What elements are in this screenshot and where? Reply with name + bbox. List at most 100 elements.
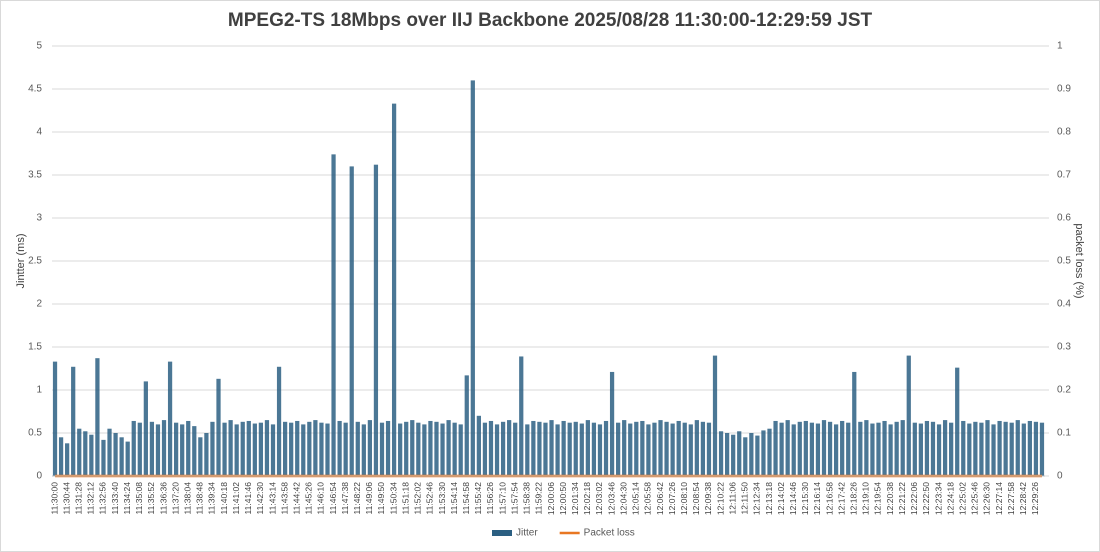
x-tick-label: 12:19:54: [873, 482, 883, 515]
jitter-bar: [1039, 422, 1045, 476]
jitter-bar: [761, 430, 766, 476]
x-tick-label: 11:54:14: [449, 482, 459, 515]
jitter-bar: [833, 424, 839, 476]
jitter-bar: [634, 421, 639, 476]
jitter-bar: [664, 421, 669, 476]
jitter-bar: [870, 423, 875, 476]
jitter-bar: [755, 435, 760, 476]
x-tick-label: 11:51:18: [400, 482, 410, 515]
y2-tick-label: 0.5: [1057, 256, 1071, 267]
jitter-bar: [240, 421, 245, 476]
jitter-bar: [658, 420, 663, 476]
jitter-bar: [373, 164, 379, 476]
jitter-bar: [228, 420, 233, 476]
x-tick-label: 12:18:26: [849, 482, 859, 515]
jitter-bar: [991, 424, 996, 476]
jitter-bar: [815, 423, 821, 476]
jitter-bar: [458, 424, 463, 476]
jitter-bar: [319, 422, 324, 476]
jitter-bar: [349, 166, 354, 476]
jitter-bar: [622, 420, 627, 476]
jitter-bar: [597, 424, 603, 476]
jitter-bar: [488, 420, 494, 476]
x-tick-label: 11:30:44: [61, 482, 71, 515]
x-tick-label: 12:00:06: [546, 482, 556, 515]
jitter-bar: [391, 103, 397, 477]
y-tick-label: 3: [36, 213, 42, 224]
x-tick-label: 12:13:18: [764, 482, 774, 515]
y2-tick-label: 0: [1057, 471, 1063, 482]
jitter-bar: [89, 434, 94, 476]
y-tick-label: 0.5: [28, 428, 42, 439]
jitter-bar: [628, 423, 633, 476]
x-tick-label: 12:24:18: [945, 482, 955, 515]
jitter-bar: [936, 424, 942, 476]
jitter-bar: [749, 433, 754, 476]
x-tick-label: 12:27:14: [994, 482, 1004, 515]
jitter-bar: [840, 420, 845, 476]
x-tick-label: 12:16:58: [824, 482, 834, 515]
y-tick-label: 1: [36, 385, 42, 396]
x-tick-label: 12:27:58: [1006, 482, 1016, 515]
jitter-bar: [343, 422, 348, 476]
jitter-bar: [210, 421, 215, 476]
x-tick-label: 11:52:02: [413, 482, 423, 515]
x-tick-label: 12:02:18: [582, 482, 592, 515]
jitter-bar: [464, 375, 469, 476]
jitter-bar: [470, 80, 475, 477]
x-tick-label: 12:29:26: [1030, 482, 1040, 515]
jitter-bar: [1009, 422, 1014, 476]
jitter-bar: [416, 422, 421, 476]
jitter-bar: [404, 421, 409, 476]
x-tick-label: 11:37:20: [170, 482, 180, 515]
jitter-bar: [434, 421, 439, 476]
jitter-bar: [95, 358, 100, 476]
jitter-bar: [567, 422, 572, 476]
x-tick-label: 12:01:34: [570, 482, 580, 515]
x-tick-label: 11:53:30: [437, 482, 447, 515]
jitter-bar: [289, 422, 294, 476]
jitter-bar: [385, 420, 391, 476]
jitter-bar: [507, 420, 512, 476]
jitter-bar: [276, 366, 282, 476]
y2-tick-label: 0.4: [1057, 299, 1071, 310]
jitter-bar: [258, 422, 264, 476]
jitter-bar: [712, 355, 718, 476]
x-tick-label: 11:42:30: [255, 482, 265, 515]
x-tick-label: 11:35:52: [146, 482, 156, 515]
jitter-bar: [186, 420, 191, 476]
jitter-bar: [301, 424, 306, 476]
jitter-bar: [912, 422, 917, 476]
jitter-bar: [513, 422, 518, 476]
jitter-bar: [809, 422, 815, 476]
y-tick-label: 1.5: [28, 342, 42, 353]
jitter-bar: [452, 422, 457, 476]
jitter-bar: [519, 356, 524, 476]
jitter-bar: [652, 422, 657, 476]
jitter-bar: [724, 433, 730, 476]
jitter-bar: [682, 422, 687, 476]
jitter-bar: [71, 366, 76, 476]
x-tick-label: 12:16:14: [812, 482, 822, 515]
jitter-bar: [997, 420, 1002, 476]
y2-tick-label: 1: [1057, 41, 1063, 52]
jitter-bar: [864, 420, 869, 476]
y2-tick-label: 0.7: [1057, 170, 1071, 181]
x-tick-label: 11:34:24: [122, 482, 132, 515]
jitter-bar: [858, 421, 863, 476]
jitter-bar: [579, 423, 584, 476]
jitter-bar: [410, 420, 415, 476]
x-tick-label: 12:22:50: [921, 482, 931, 515]
jitter-bar: [852, 371, 857, 476]
x-tick-label: 12:05:58: [643, 482, 653, 515]
x-tick-label: 12:25:02: [958, 482, 968, 515]
x-tick-label: 11:50:34: [388, 482, 398, 515]
jitter-bar: [325, 423, 330, 476]
jitter-bar: [361, 424, 366, 476]
jitter-bar: [113, 433, 118, 476]
jitter-bar: [603, 420, 609, 476]
jitter-bar: [973, 421, 978, 476]
jitter-bar: [525, 424, 530, 476]
jitter-bar: [924, 420, 930, 476]
